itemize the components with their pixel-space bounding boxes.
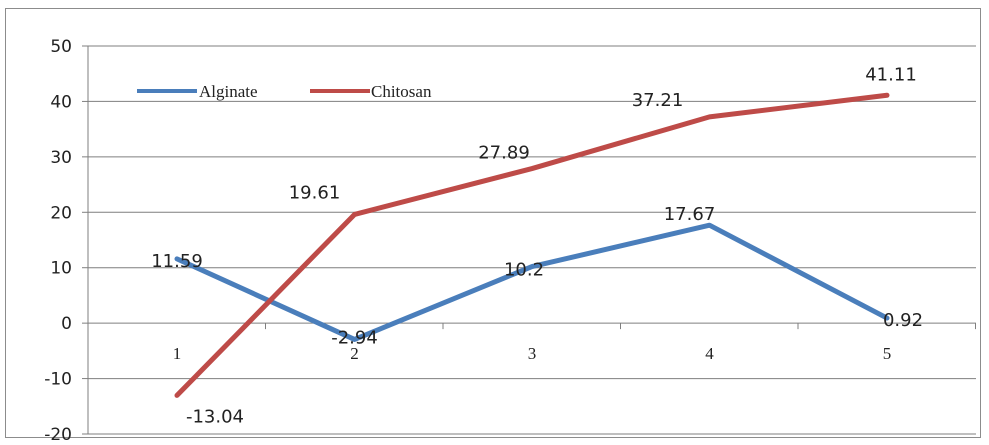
y-tick-label: 30 [50,148,72,168]
x-tick-label: 3 [528,344,537,363]
x-tick-label: 5 [883,344,892,363]
y-tick-label: -10 [44,370,72,390]
data-label-chitosan: -13.04 [186,406,244,427]
chart-frame [5,8,981,438]
data-label-chitosan: 37.21 [632,90,684,111]
x-tick-label: 2 [350,344,359,363]
series-line-alginate [174,222,890,342]
legend: Alginate Chitosan [137,82,432,101]
data-label-alginate: 10.2 [504,260,544,281]
data-label-alginate: -2.94 [331,327,378,348]
data-labels: 11.59 -2.94 10.2 17.67 0.92 -13.04 19.61 27.89 3… [151,64,923,427]
legend-label-alginate: Alginate [199,82,258,101]
y-tick-label: 20 [50,203,72,223]
y-tick-label: 0 [61,314,72,334]
data-label-alginate: 17.67 [664,204,716,225]
x-tick-label: 4 [705,344,714,363]
gridlines [88,45,976,435]
axes: -20 -10 0 10 20 30 40 50 1 2 3 4 5 [44,37,976,445]
y-tick-label: 50 [50,37,72,57]
series-lines [174,92,890,398]
y-tick-label: -20 [44,425,72,445]
data-label-chitosan: 41.11 [865,64,917,85]
y-tick-label: 10 [50,259,72,279]
data-label-chitosan: 27.89 [478,143,530,164]
y-tick-label: 40 [50,92,72,112]
series-line-chitosan [174,92,890,398]
x-tick-label: 1 [173,344,182,363]
data-label-alginate: 11.59 [151,251,203,272]
legend-label-chitosan: Chitosan [371,82,432,101]
data-label-alginate: 0.92 [883,310,923,331]
data-label-chitosan: 19.61 [289,182,341,203]
